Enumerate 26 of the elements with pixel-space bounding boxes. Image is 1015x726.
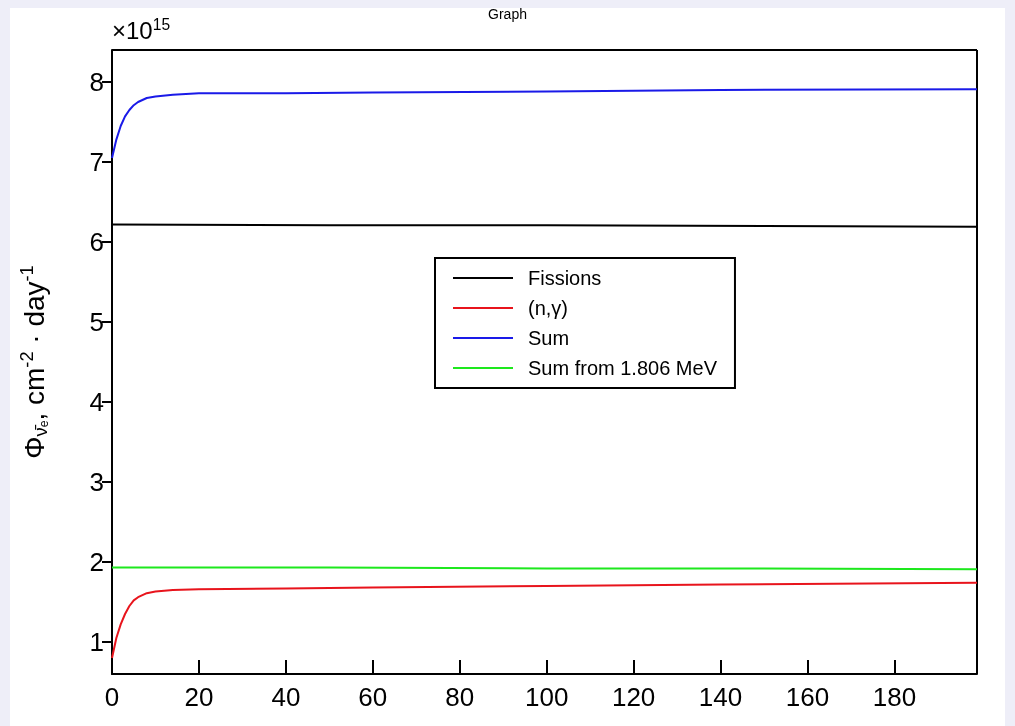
y-tick-label: 4 <box>89 387 104 417</box>
y-tick-label: 6 <box>89 227 104 257</box>
x-tick-label: 20 <box>184 682 214 712</box>
y-tick-label: 2 <box>89 547 104 577</box>
legend-label: (n,γ) <box>528 297 568 319</box>
x-tick-label: 80 <box>445 682 475 712</box>
x-tick-label: 180 <box>872 682 917 712</box>
legend-label: Sum <box>528 327 570 349</box>
x-tick-label: 60 <box>358 682 388 712</box>
x-tick-label: 140 <box>698 682 743 712</box>
y-tick-label: 8 <box>89 67 104 97</box>
x-tick-label: 100 <box>524 682 569 712</box>
y-tick-label: 3 <box>89 467 104 497</box>
x-tick-label: 40 <box>271 682 301 712</box>
legend-label: Fissions <box>528 267 602 289</box>
line-series <box>111 88 978 159</box>
x-tick-label: 120 <box>611 682 656 712</box>
line-series <box>111 581 978 659</box>
x-tick-label: 0 <box>104 682 120 712</box>
legend-label: Sum from 1.806 MeV <box>528 357 718 379</box>
y-tick-label: 7 <box>89 147 104 177</box>
y-tick-label: 5 <box>89 307 104 337</box>
x-tick-label: 160 <box>785 682 830 712</box>
y-axis-title: Φν̄ₑ, cm-2 · day-1 <box>17 265 51 459</box>
chart-title: Graph <box>488 6 527 22</box>
y-tick-label: 1 <box>89 627 104 657</box>
